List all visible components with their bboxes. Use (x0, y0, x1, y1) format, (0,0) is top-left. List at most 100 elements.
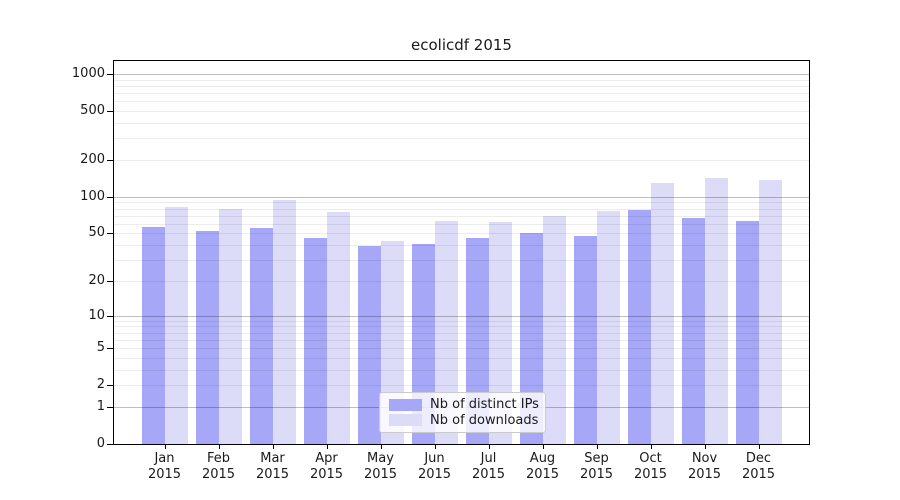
bar-distinct-ips-jan (141, 227, 165, 444)
x-tick-month: Oct (639, 451, 662, 466)
x-axis-tick (218, 445, 220, 449)
x-tick-month: Jun (424, 451, 445, 466)
y-axis-tick (107, 406, 113, 408)
y-axis-tick (107, 74, 113, 75)
x-tick-month: Jul (480, 451, 497, 466)
legend: Nb of distinct IPs Nb of downloads (379, 392, 546, 433)
gridline-minor (114, 159, 809, 161)
x-tick-month: Jan (154, 451, 175, 466)
y-axis-tick (107, 444, 113, 445)
bar-distinct-ips-oct (627, 210, 651, 444)
y-axis-tick (107, 233, 113, 235)
gridline-minor (114, 320, 809, 322)
gridline-minor (114, 111, 809, 112)
x-tick-month: Aug (529, 451, 556, 466)
x-tick-month: Sep (584, 451, 609, 466)
chart-title: ecolicdf 2015 (411, 36, 512, 54)
y-tick-label-2: 2 (96, 377, 105, 393)
x-tick-month: Nov (691, 451, 718, 466)
y-tick-label-20: 20 (88, 272, 105, 288)
y-tick-label-1: 1 (96, 398, 105, 414)
bar-distinct-ips-may (357, 246, 381, 444)
y-tick-label-200: 200 (80, 151, 105, 167)
x-tick-label-jun: Jun 2015 (403, 451, 467, 483)
gridline-minor (114, 208, 809, 210)
x-tick-year: 2015 (363, 467, 398, 482)
gridline-minor (114, 138, 809, 140)
legend-item-downloads: Nb of downloads (389, 413, 538, 428)
bar-distinct-ips-mar (249, 228, 273, 444)
x-tick-year: 2015 (741, 467, 776, 482)
y-axis-tick (107, 315, 113, 317)
gridline-minor (114, 332, 809, 334)
gridline-minor (114, 357, 809, 359)
bar-distinct-ips-sep (573, 235, 597, 444)
legend-label: Nb of distinct IPs (430, 397, 539, 413)
plot-area (113, 60, 810, 445)
x-tick-year: 2015 (201, 467, 236, 482)
y-axis-tick (107, 280, 113, 282)
gridline-minor (114, 280, 809, 282)
bar-distinct-ips-feb (195, 231, 219, 444)
bar-distinct-ips-aug (519, 233, 543, 444)
gridline-minor (114, 93, 809, 94)
x-tick-label-dec: Dec 2015 (727, 451, 791, 483)
x-tick-year: 2015 (471, 467, 506, 482)
y-axis-tick (107, 159, 113, 161)
x-axis-tick (326, 445, 328, 449)
gridline-minor (114, 369, 809, 371)
gridline-minor (114, 326, 809, 328)
y-axis-tick (107, 385, 113, 387)
y-axis-tick (107, 196, 113, 198)
y-axis-tick (107, 348, 113, 349)
x-tick-label-sep: Sep 2015 (565, 451, 629, 483)
x-tick-year: 2015 (417, 467, 452, 482)
x-axis-tick (272, 445, 274, 449)
bar-downloads-dec (758, 180, 782, 444)
x-tick-year: 2015 (687, 467, 722, 482)
x-tick-month: Dec (745, 451, 772, 466)
x-tick-label-may: May 2015 (349, 451, 413, 483)
gridline-minor (114, 85, 809, 87)
x-axis-tick (596, 445, 598, 449)
gridline-minor (114, 385, 809, 387)
x-tick-year: 2015 (633, 467, 668, 482)
gridline-minor (114, 339, 809, 341)
x-tick-label-feb: Feb 2015 (187, 451, 251, 483)
x-axis-tick (488, 445, 490, 449)
gridline-minor (114, 79, 809, 81)
gridline-minor (114, 348, 809, 349)
y-tick-label-1000: 1000 (71, 66, 105, 81)
x-axis-tick (164, 445, 166, 449)
bar-downloads-oct (650, 182, 674, 444)
gridline-minor (114, 123, 809, 124)
x-tick-month: May (367, 451, 394, 466)
x-axis-tick (650, 445, 652, 449)
gridline-minor (114, 245, 809, 247)
y-tick-label-10: 10 (88, 307, 105, 323)
bar-downloads-jan (164, 207, 188, 444)
x-tick-label-aug: Aug 2015 (511, 451, 575, 483)
x-tick-label-oct: Oct 2015 (619, 451, 683, 483)
bar-downloads-feb (218, 208, 242, 444)
bar-downloads-jul (488, 222, 512, 444)
bar-distinct-ips-apr (303, 237, 327, 444)
x-axis-tick (704, 445, 706, 449)
bar-downloads-mar (272, 199, 296, 444)
gridline-minor (114, 215, 809, 217)
x-tick-year: 2015 (309, 467, 344, 482)
x-tick-year: 2015 (525, 467, 560, 482)
gridline-major (114, 74, 809, 75)
bar-downloads-aug (542, 215, 566, 444)
y-axis-tick (107, 111, 113, 112)
y-tick-label-5: 5 (96, 340, 105, 355)
x-tick-label-apr: Apr 2015 (295, 451, 359, 483)
legend-item-distinct-ips: Nb of distinct IPs (389, 397, 539, 413)
x-tick-year: 2015 (255, 467, 290, 482)
x-tick-label-jan: Jan 2015 (133, 451, 197, 483)
x-tick-month: Apr (315, 451, 338, 466)
gridline-minor (114, 260, 809, 262)
bar-distinct-ips-nov (681, 218, 705, 444)
gridline-minor (114, 223, 809, 225)
x-tick-label-jul: Jul 2015 (457, 451, 521, 483)
